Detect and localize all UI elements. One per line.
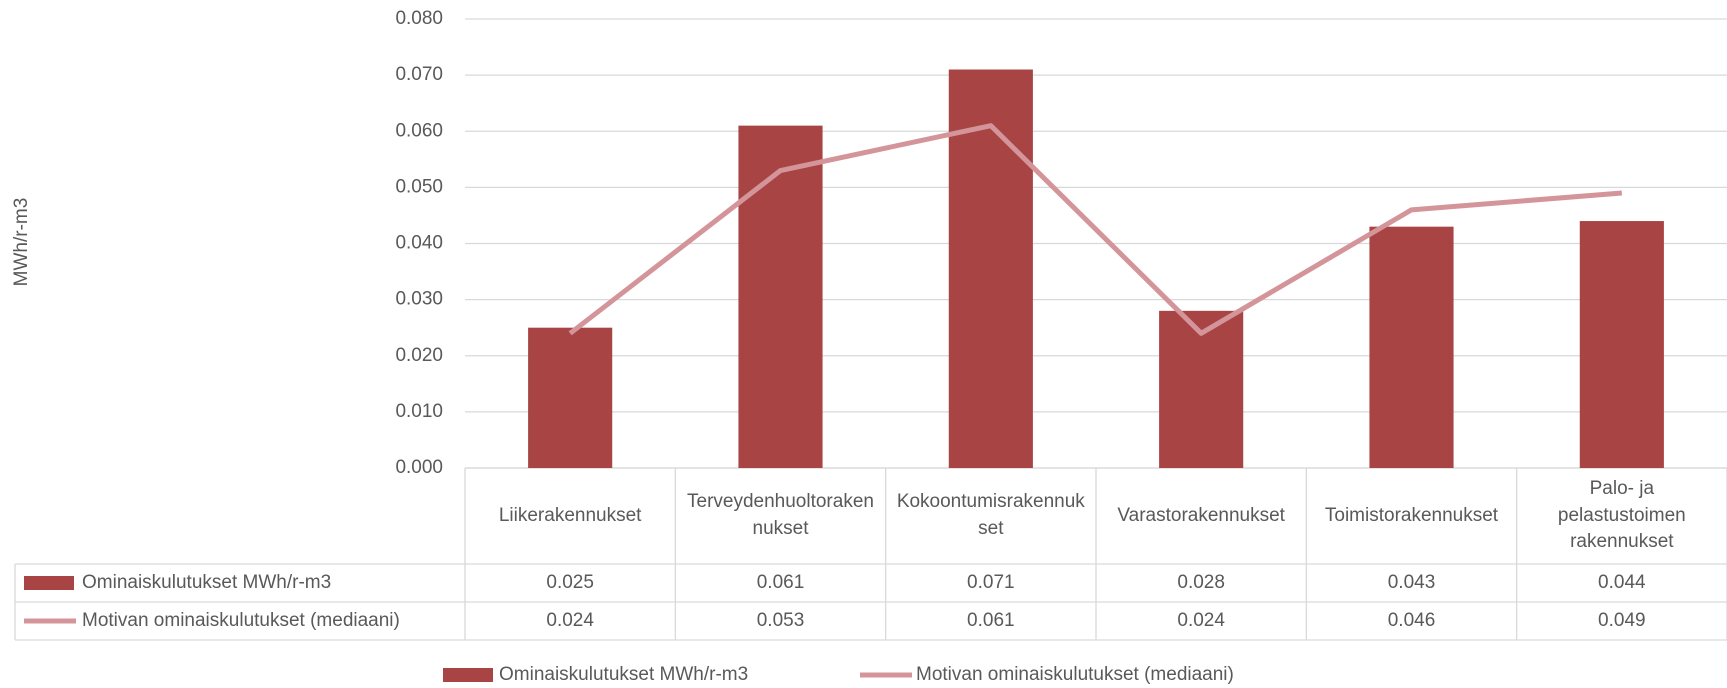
table-value: 0.046 [1387, 609, 1436, 631]
y-tick-label: 0.050 [395, 176, 443, 197]
table-value: 0.024 [1177, 609, 1225, 631]
table-series-name: Motivan ominaiskulutukset (mediaani) [82, 609, 400, 631]
table-value: 0.071 [967, 571, 1015, 593]
y-tick-label: 0.030 [395, 289, 443, 310]
table-value: 0.061 [967, 609, 1015, 631]
table-value: 0.028 [1177, 571, 1225, 593]
x-tick-label: Varastorakennukset [1117, 504, 1285, 526]
y-tick-label: 0.010 [395, 401, 443, 422]
y-tick-label: 0.000 [395, 457, 443, 478]
y-tick-label: 0.020 [395, 345, 443, 366]
bar [1579, 221, 1664, 468]
table-legend-marker [24, 576, 74, 590]
table-value: 0.049 [1598, 609, 1646, 631]
table-series-name: Ominaiskulutukset MWh/r-m3 [82, 571, 332, 593]
table-value: 0.025 [546, 571, 594, 593]
bar [948, 69, 1033, 468]
bar [528, 327, 613, 468]
x-tick-label: Palo- ja pelastustoimen rakennukset [1557, 478, 1686, 553]
legend-label: Ominaiskulutukset MWh/r-m3 [499, 664, 748, 685]
y-axis-label: MWh/r-m3 [11, 198, 32, 287]
bar [1369, 226, 1454, 468]
legend-label: Motivan ominaiskulutukset (mediaani) [916, 664, 1234, 685]
x-tick-label: Terveydenhuoltorakennukset [687, 491, 874, 539]
bar [738, 125, 823, 468]
table-value: 0.061 [756, 571, 805, 593]
y-tick-label: 0.070 [395, 64, 443, 85]
table-value: 0.043 [1387, 571, 1436, 593]
table-value: 0.024 [546, 609, 594, 631]
legend-marker [443, 668, 493, 682]
table-value: 0.044 [1598, 571, 1646, 593]
y-tick-label: 0.040 [395, 233, 443, 254]
y-tick-label: 0.060 [395, 120, 443, 141]
x-tick-label: Toimistorakennukset [1324, 504, 1499, 526]
line [568, 123, 1623, 336]
table-value: 0.053 [756, 609, 805, 631]
x-tick-label: Kokoontumisrakennukset [896, 491, 1085, 539]
bar [1159, 310, 1244, 468]
y-tick-label: 0.080 [395, 8, 443, 29]
x-tick-label: Liikerakennukset [498, 504, 642, 526]
